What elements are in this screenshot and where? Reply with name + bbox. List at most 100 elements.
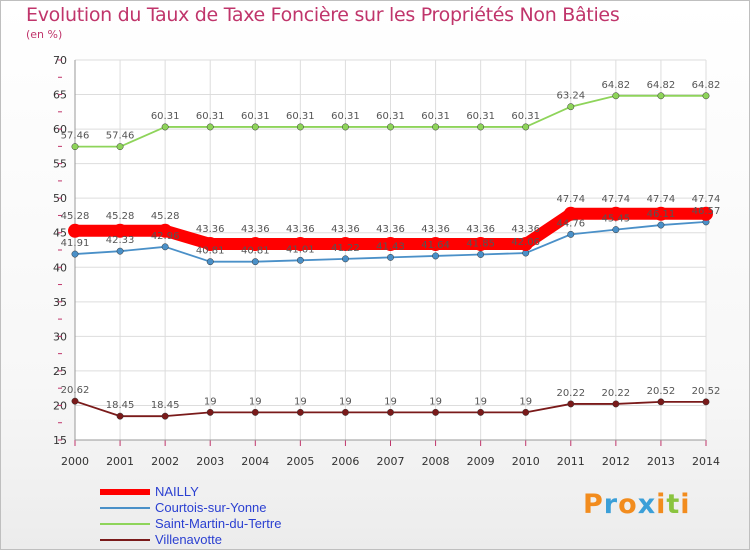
x-tick-label: 2014: [692, 455, 720, 468]
data-label: 42.33: [106, 235, 135, 246]
x-tick-label: 2008: [422, 455, 450, 468]
data-label: 41.85: [466, 238, 495, 249]
x-tick-label: 2004: [241, 455, 269, 468]
data-label: 19: [474, 396, 487, 407]
x-tick-label: 2010: [512, 455, 540, 468]
data-label: 18.45: [106, 400, 135, 411]
data-point: [702, 398, 710, 406]
x-tick-label: 2006: [331, 455, 359, 468]
data-point: [296, 408, 304, 416]
data-label: 19: [294, 396, 307, 407]
data-label: 60.31: [511, 111, 540, 122]
data-point: [567, 400, 575, 408]
data-label: 57.46: [106, 131, 135, 142]
x-tick-label: 2001: [106, 455, 134, 468]
data-label: 19: [249, 396, 262, 407]
x-tick-label: 2011: [557, 455, 585, 468]
data-point: [657, 92, 665, 100]
data-label: 60.31: [151, 111, 180, 122]
data-point: [206, 123, 214, 131]
data-point: [567, 230, 575, 238]
data-point: [432, 408, 440, 416]
data-label: 20.52: [692, 386, 721, 397]
data-point: [608, 206, 623, 221]
series-layer: [68, 92, 713, 420]
data-point: [383, 237, 398, 252]
data-point: [203, 237, 218, 252]
data-label: 19: [339, 396, 352, 407]
y-axis-unit: (en %): [26, 28, 63, 41]
data-point: [387, 253, 394, 261]
data-point: [341, 123, 349, 131]
data-point: [522, 123, 530, 131]
data-label: 46.57: [692, 206, 721, 217]
data-point: [477, 123, 485, 131]
data-point: [161, 412, 169, 420]
data-label: 57.46: [61, 131, 90, 142]
data-label: 46.11: [647, 209, 676, 220]
data-label: 41.64: [421, 240, 450, 251]
data-point: [341, 255, 349, 263]
data-label: 18.45: [151, 400, 180, 411]
data-point: [432, 123, 440, 131]
data-label: 47.74: [647, 194, 676, 205]
data-label: 43.36: [376, 224, 405, 235]
data-label: 20.62: [61, 385, 90, 396]
data-label: 45.28: [106, 211, 135, 222]
data-point: [293, 237, 308, 252]
data-label: 42.96: [151, 231, 180, 242]
data-point: [341, 408, 349, 416]
data-label: 60.31: [196, 111, 225, 122]
data-label: 43.36: [511, 224, 540, 235]
x-tick-label: 2005: [286, 455, 314, 468]
data-point: [477, 408, 485, 416]
data-label: 64.82: [647, 80, 676, 91]
data-label: 43.36: [466, 224, 495, 235]
data-point: [71, 397, 79, 405]
data-label: 60.31: [286, 111, 315, 122]
data-point: [116, 247, 124, 255]
data-label: 41.01: [286, 244, 315, 255]
x-tick-label: 2012: [602, 455, 630, 468]
data-label: 43.36: [196, 224, 225, 235]
data-point: [387, 123, 394, 131]
data-point: [248, 237, 263, 252]
data-label: 41.22: [331, 243, 360, 254]
brand-logo: Proxiti: [583, 489, 691, 520]
data-point: [251, 258, 259, 266]
chart-title: Evolution du Taux de Taxe Foncière sur l…: [26, 4, 620, 26]
data-point: [612, 400, 620, 408]
data-label: 45.28: [61, 211, 90, 222]
data-point: [563, 206, 578, 221]
data-point: [251, 123, 259, 131]
data-label: 19: [519, 396, 532, 407]
data-point: [653, 206, 668, 221]
data-point: [206, 408, 214, 416]
data-label: 40.81: [241, 246, 270, 257]
legend-swatch: [100, 539, 150, 541]
data-label: 47.74: [692, 194, 721, 205]
data-point: [702, 92, 710, 100]
data-label: 43.36: [286, 224, 315, 235]
data-point: [522, 408, 530, 416]
data-point: [657, 221, 665, 229]
data-label: 47.74: [556, 194, 585, 205]
x-tick-label: 2007: [377, 455, 405, 468]
legend-swatch: [100, 523, 150, 525]
data-point: [338, 237, 353, 252]
data-point: [612, 226, 620, 234]
data-point: [296, 123, 304, 131]
data-point: [612, 92, 620, 100]
data-point: [68, 223, 82, 238]
data-point: [113, 223, 128, 238]
data-label: 20.22: [556, 388, 585, 399]
data-label: 40.81: [196, 246, 225, 257]
data-label: 19: [429, 396, 442, 407]
x-tick-label: 2003: [196, 455, 224, 468]
data-label: 44.76: [556, 218, 585, 229]
x-tick-label: 2002: [151, 455, 179, 468]
data-label: 43.36: [331, 224, 360, 235]
data-label: 64.82: [692, 80, 721, 91]
